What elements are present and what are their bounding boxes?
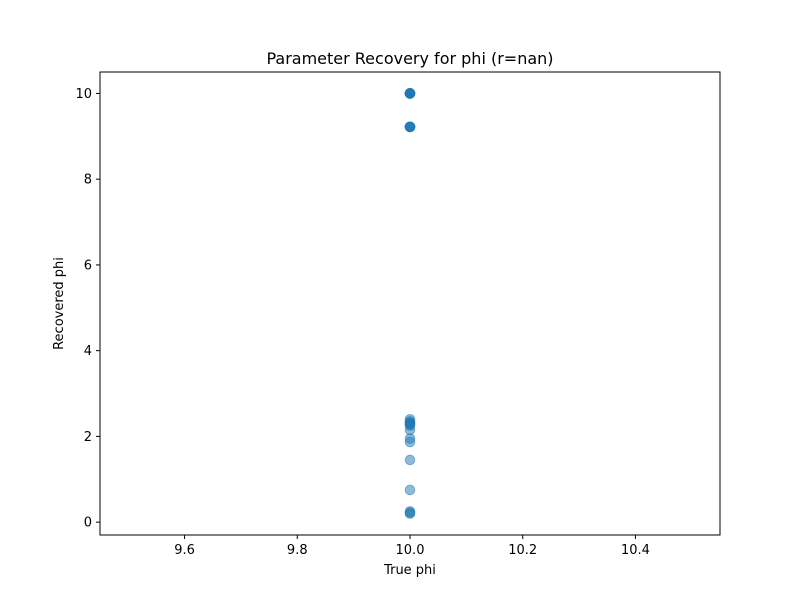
plot-frame bbox=[99, 71, 721, 536]
data-point bbox=[404, 484, 416, 496]
x-axis-label: True phi bbox=[383, 563, 436, 578]
points-layer bbox=[404, 88, 416, 519]
x-tick-label: 9.8 bbox=[287, 543, 308, 558]
data-point bbox=[404, 454, 416, 466]
y-tick-label: 4 bbox=[84, 344, 92, 359]
x-tick-label: 10.0 bbox=[396, 543, 425, 558]
y-axis: 0 2 4 6 8 10 bbox=[75, 87, 100, 531]
data-point bbox=[404, 436, 416, 448]
data-point bbox=[404, 88, 416, 99]
y-tick-label: 10 bbox=[75, 87, 92, 102]
chart-title: Parameter Recovery for phi (r=nan) bbox=[266, 49, 553, 68]
data-point bbox=[404, 508, 416, 519]
y-tick-label: 0 bbox=[84, 516, 92, 531]
x-tick-label: 10.4 bbox=[621, 543, 650, 558]
y-tick-label: 2 bbox=[84, 430, 92, 445]
y-tick-label: 6 bbox=[84, 258, 92, 273]
data-point bbox=[404, 121, 416, 133]
x-tick-label: 10.2 bbox=[508, 543, 537, 558]
y-tick-label: 8 bbox=[84, 173, 92, 188]
x-axis: 9.6 9.8 10.0 10.2 10.4 bbox=[174, 535, 650, 558]
y-axis-label: Recovered phi bbox=[52, 257, 67, 350]
x-tick-label: 9.6 bbox=[174, 543, 195, 558]
